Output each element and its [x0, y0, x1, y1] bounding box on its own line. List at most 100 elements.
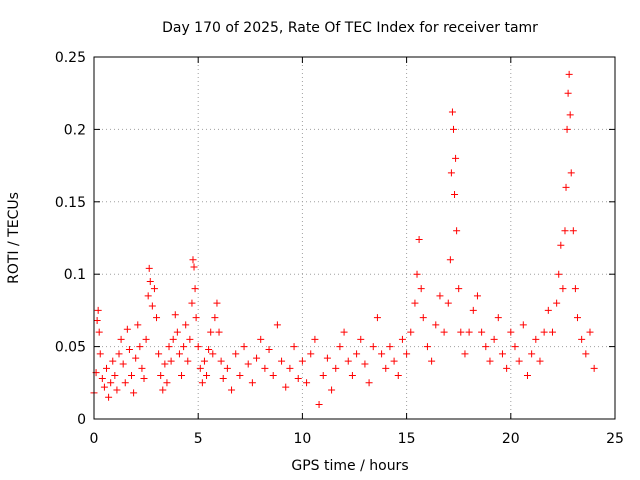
- data-point: [142, 335, 150, 343]
- data-point: [555, 270, 563, 278]
- data-point: [184, 357, 192, 365]
- data-point: [452, 154, 460, 162]
- data-point: [448, 108, 456, 116]
- data-point: [428, 357, 436, 365]
- data-point: [113, 386, 121, 394]
- data-point: [586, 328, 594, 336]
- data-point: [198, 379, 206, 387]
- data-point: [132, 354, 140, 362]
- data-point: [95, 328, 103, 336]
- data-point: [175, 350, 183, 358]
- data-point: [134, 321, 142, 329]
- data-point: [294, 374, 302, 382]
- data-point: [244, 360, 252, 368]
- data-point: [515, 357, 523, 365]
- data-point: [413, 270, 421, 278]
- data-point: [548, 328, 556, 336]
- data-point: [336, 343, 344, 351]
- data-point: [205, 345, 213, 353]
- data-point: [136, 343, 144, 351]
- data-point: [357, 335, 365, 343]
- data-point: [447, 169, 455, 177]
- data-point: [188, 299, 196, 307]
- data-point: [373, 314, 381, 322]
- x-tick-label: 15: [398, 431, 416, 447]
- data-point: [590, 364, 598, 372]
- data-point: [286, 364, 294, 372]
- data-point: [423, 343, 431, 351]
- data-point: [323, 354, 331, 362]
- data-point: [169, 335, 177, 343]
- data-point: [328, 386, 336, 394]
- data-point: [161, 360, 169, 368]
- data-point: [93, 317, 101, 325]
- data-point: [196, 364, 204, 372]
- x-tick-label: 0: [90, 431, 99, 447]
- data-point: [269, 372, 277, 380]
- data-point: [394, 372, 402, 380]
- data-point: [559, 285, 567, 293]
- data-point: [240, 343, 248, 351]
- data-point: [157, 372, 165, 380]
- data-point: [215, 328, 223, 336]
- data-point: [417, 285, 425, 293]
- data-point: [155, 350, 163, 358]
- data-point: [511, 343, 519, 351]
- data-point: [453, 227, 461, 235]
- data-point: [498, 350, 506, 358]
- data-point: [536, 357, 544, 365]
- data-point: [386, 343, 394, 351]
- data-point: [348, 372, 356, 380]
- y-axis-label: ROTI / TECUs: [6, 192, 22, 284]
- data-point: [128, 372, 136, 380]
- data-point: [207, 328, 215, 336]
- data-point: [171, 311, 179, 319]
- data-point: [340, 328, 348, 336]
- data-point: [163, 379, 171, 387]
- data-point: [159, 386, 167, 394]
- data-point: [451, 191, 459, 199]
- data-point: [100, 383, 108, 391]
- data-point: [361, 360, 369, 368]
- data-point: [494, 314, 502, 322]
- data-points: [90, 70, 598, 409]
- data-point: [213, 299, 221, 307]
- data-point: [562, 183, 570, 191]
- data-point: [564, 89, 572, 97]
- data-point: [457, 328, 465, 336]
- data-point: [455, 285, 463, 293]
- data-point: [98, 374, 106, 382]
- data-point: [369, 343, 377, 351]
- data-point: [440, 328, 448, 336]
- data-point: [519, 321, 527, 329]
- data-point: [490, 335, 498, 343]
- data-point: [540, 328, 548, 336]
- data-point: [582, 350, 590, 358]
- y-tick-label: 0.25: [55, 50, 86, 66]
- data-point: [145, 264, 153, 272]
- data-point: [96, 350, 104, 358]
- data-point: [186, 335, 194, 343]
- data-point: [217, 357, 225, 365]
- data-point: [189, 256, 197, 264]
- data-point: [182, 321, 190, 329]
- data-point: [353, 350, 361, 358]
- data-point: [449, 125, 457, 133]
- data-point: [123, 325, 131, 333]
- data-point: [190, 263, 198, 271]
- data-point: [557, 241, 565, 249]
- data-point: [257, 335, 265, 343]
- data-point: [125, 345, 133, 353]
- x-tick-label: 5: [194, 431, 203, 447]
- data-point: [117, 335, 125, 343]
- data-point: [192, 314, 200, 322]
- data-point: [298, 357, 306, 365]
- data-point: [290, 343, 298, 351]
- data-point: [482, 343, 490, 351]
- data-point: [571, 285, 579, 293]
- data-point: [565, 70, 573, 78]
- data-point: [146, 277, 154, 285]
- data-point: [444, 299, 452, 307]
- data-point: [265, 345, 273, 353]
- data-point: [523, 372, 531, 380]
